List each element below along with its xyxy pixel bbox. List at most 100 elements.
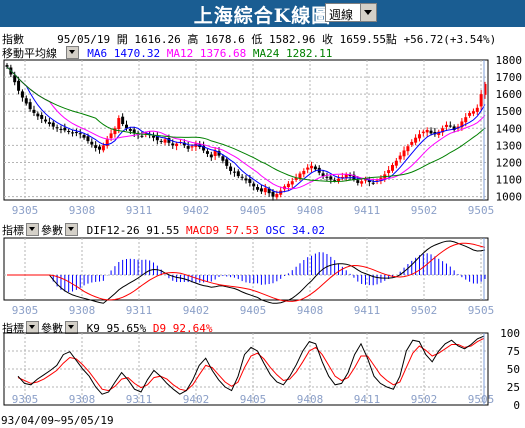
kd-x-tick: 9402: [183, 393, 210, 406]
macd-x-tick: 9405: [240, 304, 267, 317]
candle-body: [460, 121, 464, 128]
macd-x-tick: 9402: [183, 304, 210, 317]
candle-body: [294, 177, 298, 180]
price-x-tick: 9505: [468, 204, 495, 217]
kd-y-tick: 0: [513, 399, 520, 412]
candle-body: [290, 181, 294, 185]
k9-line: [17, 335, 485, 395]
candle-body: [236, 171, 240, 177]
candle-body: [402, 150, 406, 157]
candle-body: [325, 176, 329, 178]
chevron-down-icon[interactable]: [26, 223, 39, 236]
candle-body: [90, 141, 94, 145]
candle-body: [105, 139, 109, 147]
candle-body: [417, 134, 421, 139]
candle-body: [333, 180, 337, 182]
candle-body: [67, 131, 71, 133]
ma-label: 移動平均線: [2, 47, 57, 60]
candle-body: [364, 179, 367, 181]
candle-body: [398, 155, 402, 160]
candle-body: [367, 180, 371, 183]
kd-x-tick: 9411: [354, 393, 381, 406]
price-x-tick: 9305: [12, 204, 39, 217]
d-value: D9 92.64%: [152, 322, 213, 335]
candle-body: [464, 117, 468, 123]
ma6-value: MA6 1470.32: [87, 47, 161, 60]
candle-body: [263, 188, 267, 193]
candle-body: [406, 146, 410, 152]
chevron-down-icon[interactable]: [360, 4, 376, 21]
kd-param-menu[interactable]: 參數: [41, 320, 80, 336]
param-label: 參數: [41, 322, 63, 335]
candle-body: [390, 165, 394, 171]
kd-x-tick: 9405: [240, 393, 267, 406]
candle-body: [410, 141, 414, 145]
dif-line: [7, 240, 486, 304]
candle-body: [213, 150, 217, 156]
price-y-tick: 1700: [496, 71, 523, 84]
candle-body: [36, 113, 40, 117]
candle-body: [252, 183, 256, 187]
low-label: 低: [251, 33, 263, 46]
candle-body: [394, 160, 398, 166]
ma12-line: [6, 66, 486, 190]
candle-body: [171, 143, 175, 146]
candle-body: [28, 102, 32, 110]
macd-param-menu[interactable]: 參數: [41, 222, 80, 238]
macd-x-tick: 9502: [411, 304, 438, 317]
price-y-tick: 1500: [496, 105, 523, 118]
period-dropdown[interactable]: 週線: [325, 3, 377, 22]
candle-body: [425, 130, 429, 133]
candle-body: [5, 65, 9, 67]
candle-body: [86, 136, 90, 142]
quote-info-row: 指數 95/05/19 開 1616.26 高 1678.6 低 1582.96…: [2, 31, 496, 47]
osc-value: OSC 34.02: [265, 224, 326, 237]
candle-body: [232, 171, 236, 173]
candle-body: [140, 135, 144, 137]
candle-body: [167, 138, 171, 143]
macd-x-tick: 9308: [69, 304, 96, 317]
candle-body: [437, 131, 441, 135]
open-value: 1616.26: [134, 33, 181, 46]
candle-body: [32, 109, 36, 113]
chevron-down-icon[interactable]: [65, 223, 78, 236]
candle-body: [229, 166, 233, 171]
ma24-line: [6, 66, 486, 183]
candle-body: [117, 118, 121, 129]
candle-body: [82, 134, 86, 138]
candle-body: [205, 151, 209, 154]
change-value: +56.72(+3.54%): [403, 33, 497, 46]
k-value: K9 95.65%: [86, 322, 147, 335]
candle-body: [414, 137, 418, 143]
price-y-tick: 1000: [496, 191, 523, 204]
candle-body: [244, 178, 248, 181]
candle-body: [310, 165, 314, 169]
kd-x-tick: 9308: [69, 393, 96, 406]
candle-body: [98, 146, 102, 150]
candle-body: [475, 107, 479, 112]
kd-y-tick: 25: [507, 381, 520, 394]
candle-body: [479, 94, 483, 107]
candle-body: [71, 132, 75, 134]
candle-body: [271, 191, 275, 197]
param-label: 參數: [41, 224, 63, 237]
ma24-value: MA24 1282.11: [252, 47, 333, 60]
candle-body: [256, 187, 260, 190]
candle-body: [78, 133, 82, 135]
price-x-tick: 9311: [126, 204, 153, 217]
dif-value: DIF12-26 91.55: [86, 224, 180, 237]
candle-body: [375, 180, 379, 182]
candle-body: [275, 194, 279, 198]
macd-panel-frame: [3, 237, 489, 301]
macd-value: MACD9 57.53: [185, 224, 259, 237]
candle-body: [121, 116, 125, 125]
candle-body: [302, 170, 306, 175]
ma-dropdown-icon[interactable]: [65, 46, 79, 59]
indicator-label: 指標: [2, 322, 24, 335]
macd-line: [7, 242, 486, 302]
candle-body: [344, 174, 348, 178]
candle-body: [448, 125, 452, 127]
macd-indicator-menu[interactable]: 指標: [2, 222, 41, 238]
macd-x-tick: 9408: [297, 304, 324, 317]
